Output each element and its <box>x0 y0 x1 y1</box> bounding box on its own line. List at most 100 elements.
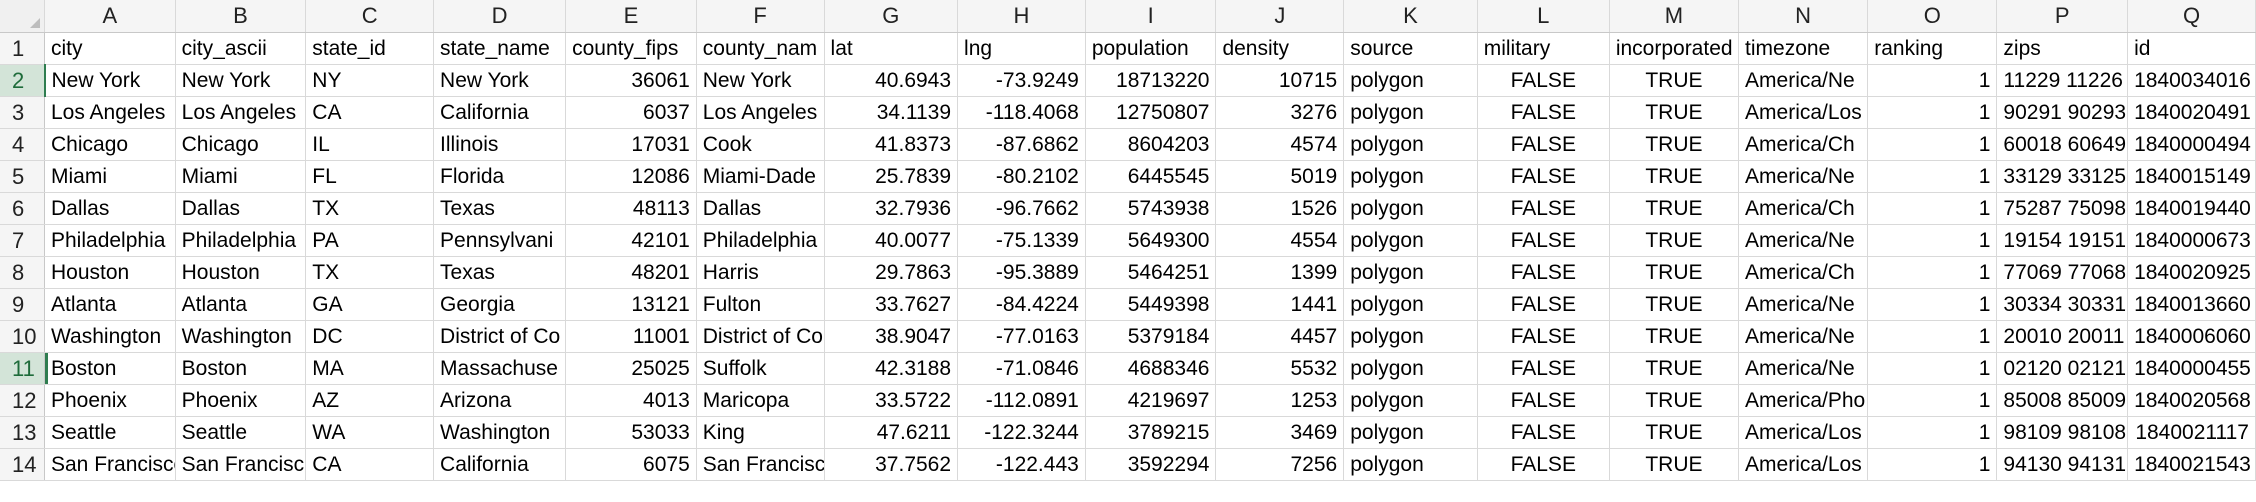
cell-i11[interactable]: 4688346 <box>1085 352 1217 385</box>
header-cell-p[interactable]: zips <box>1996 32 2129 65</box>
cell-q10[interactable]: 1840006060 <box>2127 320 2256 353</box>
cell-f14[interactable]: San Francisco <box>696 448 825 481</box>
cell-j11[interactable]: 5532 <box>1215 352 1345 385</box>
cell-o7[interactable]: 1 <box>1867 224 1998 257</box>
cell-c11[interactable]: MA <box>305 352 435 385</box>
cell-m11[interactable]: TRUE <box>1609 352 1740 385</box>
column-header-g[interactable]: G <box>824 0 959 33</box>
cell-k5[interactable]: polygon <box>1343 160 1478 193</box>
cell-a6[interactable]: Dallas <box>44 192 176 225</box>
cell-e9[interactable]: 13121 <box>565 288 697 321</box>
cell-g2[interactable]: 40.6943 <box>824 64 959 97</box>
cell-d6[interactable]: Texas <box>433 192 567 225</box>
cell-h3[interactable]: -118.4068 <box>957 96 1086 129</box>
cell-m12[interactable]: TRUE <box>1609 384 1740 417</box>
cell-p6[interactable]: 75287 75098 <box>1996 192 2129 225</box>
cell-m13[interactable]: TRUE <box>1609 416 1740 449</box>
cell-n8[interactable]: America/Ch <box>1738 256 1869 289</box>
cell-q7[interactable]: 1840000673 <box>2127 224 2256 257</box>
cell-a10[interactable]: Washington <box>44 320 176 353</box>
cell-e5[interactable]: 12086 <box>565 160 697 193</box>
cell-k12[interactable]: polygon <box>1343 384 1478 417</box>
cell-e11[interactable]: 25025 <box>565 352 697 385</box>
cell-j9[interactable]: 1441 <box>1215 288 1345 321</box>
cell-b4[interactable]: Chicago <box>175 128 307 161</box>
row-header-14[interactable]: 14 <box>0 448 45 481</box>
column-header-i[interactable]: I <box>1085 0 1217 33</box>
cell-c9[interactable]: GA <box>305 288 435 321</box>
cell-a13[interactable]: Seattle <box>44 416 176 449</box>
cell-h4[interactable]: -87.6862 <box>957 128 1086 161</box>
column-header-p[interactable]: P <box>1996 0 2129 33</box>
cell-n13[interactable]: America/Los <box>1738 416 1869 449</box>
header-cell-b[interactable]: city_ascii <box>175 32 307 65</box>
cell-j8[interactable]: 1399 <box>1215 256 1345 289</box>
row-header-3[interactable]: 3 <box>0 96 45 129</box>
row-header-6[interactable]: 6 <box>0 192 45 225</box>
cell-c3[interactable]: CA <box>305 96 435 129</box>
cell-l8[interactable]: FALSE <box>1477 256 1610 289</box>
row-header-13[interactable]: 13 <box>0 416 45 449</box>
cell-e10[interactable]: 11001 <box>565 320 697 353</box>
cell-i12[interactable]: 4219697 <box>1085 384 1217 417</box>
cell-p4[interactable]: 60018 60649 <box>1996 128 2129 161</box>
cell-i4[interactable]: 8604203 <box>1085 128 1217 161</box>
cell-m7[interactable]: TRUE <box>1609 224 1740 257</box>
cell-c4[interactable]: IL <box>305 128 435 161</box>
cell-o9[interactable]: 1 <box>1867 288 1998 321</box>
cell-g9[interactable]: 33.7627 <box>824 288 959 321</box>
cell-k6[interactable]: polygon <box>1343 192 1478 225</box>
column-header-l[interactable]: L <box>1477 0 1610 33</box>
row-header-4[interactable]: 4 <box>0 128 45 161</box>
cell-c7[interactable]: PA <box>305 224 435 257</box>
cell-d4[interactable]: Illinois <box>433 128 567 161</box>
cell-o14[interactable]: 1 <box>1867 448 1998 481</box>
header-cell-l[interactable]: military <box>1477 32 1610 65</box>
cell-l10[interactable]: FALSE <box>1477 320 1610 353</box>
cell-n12[interactable]: America/Pho <box>1738 384 1869 417</box>
header-cell-a[interactable]: city <box>44 32 176 65</box>
cell-o4[interactable]: 1 <box>1867 128 1998 161</box>
cell-q5[interactable]: 1840015149 <box>2127 160 2256 193</box>
cell-e8[interactable]: 48201 <box>565 256 697 289</box>
cell-p3[interactable]: 90291 90293 <box>1996 96 2129 129</box>
cell-h14[interactable]: -122.443 <box>957 448 1086 481</box>
cell-q2[interactable]: 1840034016 <box>2127 64 2256 97</box>
cell-o6[interactable]: 1 <box>1867 192 1998 225</box>
cell-d8[interactable]: Texas <box>433 256 567 289</box>
cell-d9[interactable]: Georgia <box>433 288 567 321</box>
header-cell-q[interactable]: id <box>2127 32 2256 65</box>
header-cell-o[interactable]: ranking <box>1867 32 1998 65</box>
cell-h2[interactable]: -73.9249 <box>957 64 1086 97</box>
cell-d13[interactable]: Washington <box>433 416 567 449</box>
cell-n10[interactable]: America/Ne <box>1738 320 1869 353</box>
cell-d2[interactable]: New York <box>433 64 567 97</box>
cell-d3[interactable]: California <box>433 96 567 129</box>
cell-d14[interactable]: California <box>433 448 567 481</box>
cell-j2[interactable]: 10715 <box>1215 64 1345 97</box>
cell-f8[interactable]: Harris <box>696 256 825 289</box>
cell-o11[interactable]: 1 <box>1867 352 1998 385</box>
cell-o10[interactable]: 1 <box>1867 320 1998 353</box>
column-header-e[interactable]: E <box>565 0 697 33</box>
cell-m6[interactable]: TRUE <box>1609 192 1740 225</box>
cell-k10[interactable]: polygon <box>1343 320 1478 353</box>
cell-p8[interactable]: 77069 77068 <box>1996 256 2129 289</box>
cell-q6[interactable]: 1840019440 <box>2127 192 2256 225</box>
cell-c6[interactable]: TX <box>305 192 435 225</box>
cell-m10[interactable]: TRUE <box>1609 320 1740 353</box>
cell-j12[interactable]: 1253 <box>1215 384 1345 417</box>
cell-j7[interactable]: 4554 <box>1215 224 1345 257</box>
cell-j10[interactable]: 4457 <box>1215 320 1345 353</box>
cell-j14[interactable]: 7256 <box>1215 448 1345 481</box>
cell-l2[interactable]: FALSE <box>1477 64 1610 97</box>
cell-c8[interactable]: TX <box>305 256 435 289</box>
cell-g6[interactable]: 32.7936 <box>824 192 959 225</box>
cell-o13[interactable]: 1 <box>1867 416 1998 449</box>
cell-f12[interactable]: Maricopa <box>696 384 825 417</box>
cell-a8[interactable]: Houston <box>44 256 176 289</box>
cell-h13[interactable]: -122.3244 <box>957 416 1086 449</box>
cell-f3[interactable]: Los Angeles <box>696 96 825 129</box>
cell-k4[interactable]: polygon <box>1343 128 1478 161</box>
